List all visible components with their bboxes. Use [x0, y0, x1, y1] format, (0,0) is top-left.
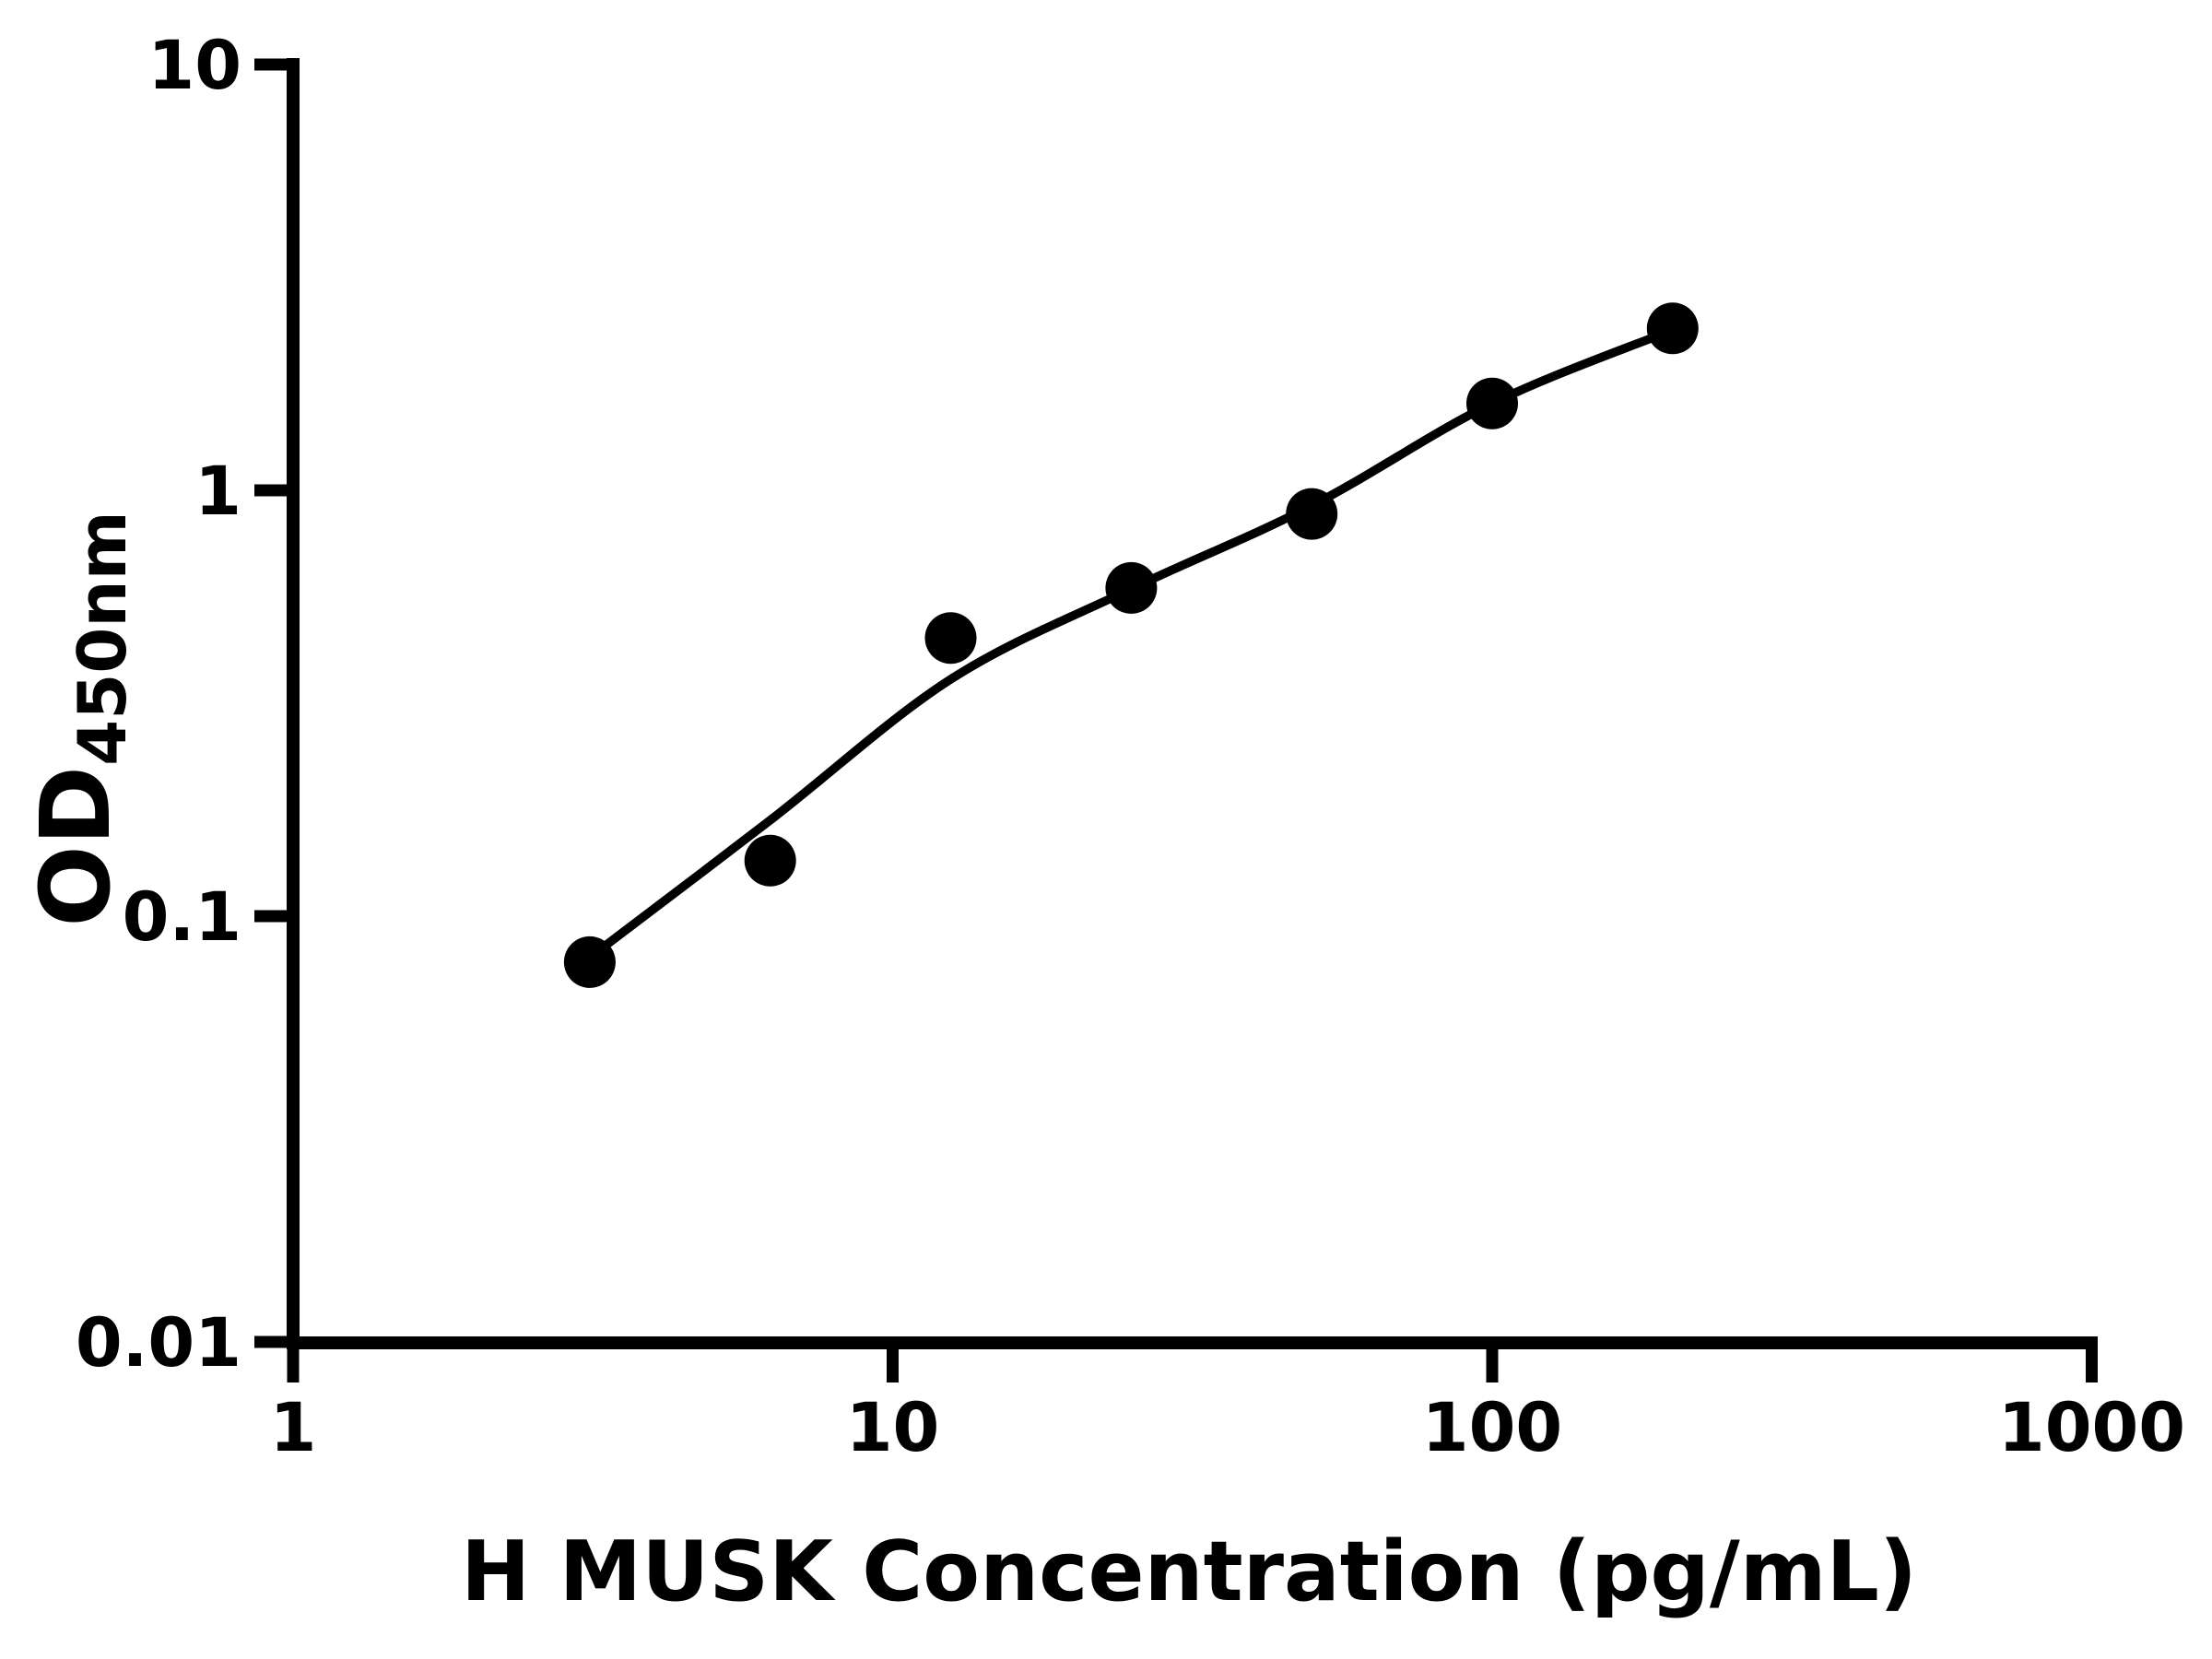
y-axis-title-main: OD [19, 766, 132, 927]
y-axis-title-subscript: 450nm [64, 511, 141, 766]
x-tick-label: 1000 [1998, 1389, 2185, 1467]
y-tick-label: 1 [194, 453, 241, 531]
data-point [1466, 377, 1518, 429]
x-tick-label: 100 [1422, 1389, 1562, 1467]
y-tick-label: 10 [147, 27, 241, 105]
y-tick-label: 0.01 [76, 1304, 241, 1382]
y-axis-title: OD450nm [19, 511, 141, 926]
data-point [1105, 561, 1158, 614]
data-point [563, 935, 616, 988]
data-point [744, 834, 796, 887]
data-point [924, 612, 977, 665]
data-point [1646, 302, 1699, 355]
x-axis-title: H MUSK Concentration (pg/mL) [461, 1524, 1917, 1620]
x-tick-label: 10 [846, 1389, 940, 1467]
x-tick-label: 1 [270, 1389, 317, 1467]
data-point [1286, 488, 1338, 540]
y-tick-label: 0.1 [123, 878, 241, 957]
